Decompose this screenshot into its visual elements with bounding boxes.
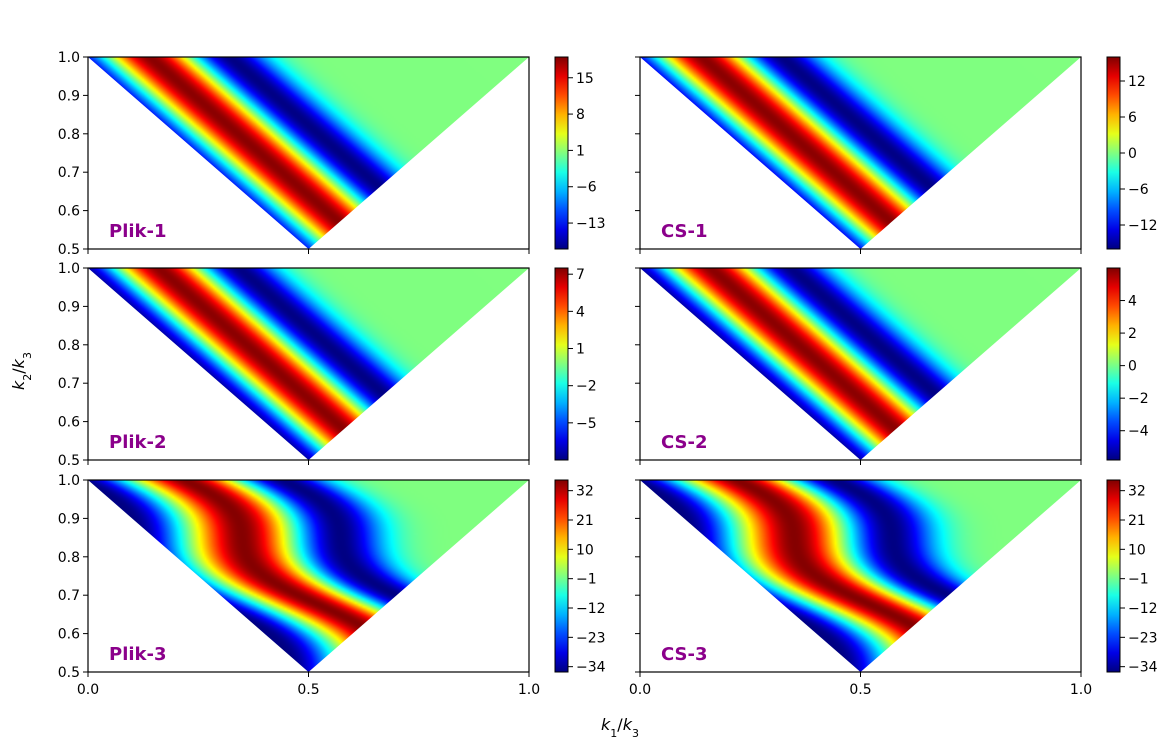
colorbar-tick-label: −1 [1128,572,1149,588]
y-tick-label: 0.9 [58,299,80,315]
panel-cs-3: 0.0 0.5 1.0 CS-3 32 21 10 −1 −12 −23 −34 [629,479,1158,698]
colorbar-tick-label: −34 [1128,660,1158,676]
panel-label: CS-1 [661,221,708,242]
x-tick-label: 0.0 [77,682,99,698]
colorbar-tick-label: 21 [1128,513,1146,529]
colorbar-tick-label: 2 [1128,326,1137,342]
colorbar-tick-label: 1 [576,143,585,159]
colorbar-tick-label: 32 [1128,484,1146,500]
x-tick-label: 1.0 [1070,682,1092,698]
y-tick-label: 1.0 [58,261,80,277]
colorbar-tick-label: 10 [576,542,594,558]
colorbar-tick-label: 32 [576,484,594,500]
colorbar-tick-label: 10 [1128,542,1146,558]
colorbar-tick-label: 15 [576,71,594,87]
panel-cs-1: CS-1 12 6 0 −6 −12 [635,56,1158,254]
colorbar-tick-label: 7 [576,267,585,283]
x-tick-label: 1.0 [518,682,540,698]
y-tick-label: 0.9 [58,88,80,104]
y-tick-label: 0.7 [58,165,80,181]
y-tick-label: 0.9 [58,511,80,527]
panel-label: Plik-1 [109,221,167,242]
panel-label: Plik-3 [109,644,167,665]
y-tick-label: 0.8 [58,338,80,354]
panel-plik-1: 0.5 0.6 0.7 0.8 0.9 1.0 Plik-1 15 8 1 −6 −13 [58,50,606,258]
x-tick-label: 0.5 [849,682,871,698]
colorbar-tick-label: −1 [576,572,597,588]
y-axis-label: k2/k3 [9,352,34,390]
colorbar-tick-label: 6 [1128,110,1137,126]
colorbar [1106,56,1121,250]
y-tick-label: 0.7 [58,588,80,604]
y-tick-label: 0.5 [58,453,80,469]
panel-cs-2: CS-2 4 2 0 −2 −4 [635,267,1149,465]
colorbar-tick-label: −13 [576,216,606,232]
y-tick-label: 0.6 [58,204,80,220]
colorbar-tick-label: −2 [1128,391,1149,407]
y-tick-label: 0.8 [58,127,80,143]
y-tick-label: 1.0 [58,50,80,66]
colorbar-tick-label: −5 [576,416,597,432]
colorbar [554,56,569,250]
panel-plik-2: 0.5 0.6 0.7 0.8 0.9 1.0 Plik-2 7 4 1 −2 −5 [58,261,597,469]
colorbar-tick-label: 12 [1128,74,1146,90]
colorbar-tick-label: −23 [1128,630,1158,646]
colorbar-tick-label: −2 [576,379,597,395]
colorbar-tick-label: −6 [576,180,597,196]
colorbar-tick-label: 4 [1128,294,1137,310]
y-tick-label: 0.5 [58,242,80,258]
panel-plik-3: 0.50.60.70.80.91.00.0 0.5 1.0Plik-3322110−… [58,473,606,698]
y-tick-label: 1.0 [58,473,80,489]
colorbar [554,267,569,461]
colorbar [554,479,569,673]
colorbar-tick-label: 4 [576,304,585,320]
colorbar-tick-label: −6 [1128,182,1149,198]
colorbar-tick-label: 21 [576,513,594,529]
colorbar-tick-label: 0 [1128,146,1137,162]
colorbar-tick-label: −12 [576,601,606,617]
x-tick-label: 0.5 [297,682,319,698]
colorbar-tick-label: −12 [1128,218,1158,234]
panel-label: Plik-2 [109,432,167,453]
panel-label: CS-3 [661,644,708,665]
colorbar-tick-label: −4 [1128,424,1149,440]
colorbar-tick-label: −12 [1128,601,1158,617]
y-tick-label: 0.5 [58,665,80,681]
panel-label: CS-2 [661,432,708,453]
y-tick-label: 0.6 [58,627,80,643]
x-axis-label: k1/k3 [601,715,639,740]
colorbar-tick-label: 1 [576,342,585,358]
colorbar-tick-label: 0 [1128,359,1137,375]
colorbar [1106,267,1121,461]
colorbar-tick-label: 8 [576,107,585,123]
x-tick-label: 0.0 [629,682,651,698]
y-tick-label: 0.7 [58,376,80,392]
y-tick-label: 0.8 [58,550,80,566]
colorbar-tick-label: −23 [576,630,606,646]
colorbar-tick-label: −34 [576,660,606,676]
y-tick-label: 0.6 [58,415,80,431]
colorbar [1106,479,1121,673]
